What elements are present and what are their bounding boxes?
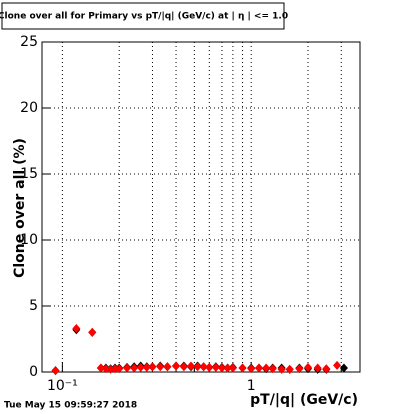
data-point — [247, 364, 256, 374]
data-point — [333, 360, 342, 370]
data-point — [254, 363, 263, 373]
y-tick-label: 20 — [20, 100, 38, 116]
data-point — [223, 363, 232, 373]
data-point — [130, 363, 139, 373]
data-point — [295, 364, 304, 374]
x-axis-label: pT/|q| (GeV/c) — [250, 392, 358, 408]
data-point — [115, 364, 124, 374]
title-box — [1, 2, 285, 30]
y-axis-label: Clone over all (%) — [12, 138, 28, 278]
data-point — [262, 363, 271, 373]
data-point — [172, 361, 181, 371]
data-point — [101, 364, 110, 374]
data-point — [142, 362, 151, 372]
x-tick-label: 1 — [247, 378, 256, 394]
y-tick-label: 5 — [29, 298, 38, 314]
data-point — [211, 362, 220, 372]
y-tick-label: 0 — [29, 364, 38, 380]
data-point — [111, 364, 120, 374]
y-tick-label: 25 — [20, 34, 38, 50]
data-point — [199, 362, 208, 372]
chart-title: Clone over all for Primary vs pT/|q| (Ge… — [0, 12, 288, 22]
data-point — [88, 327, 97, 337]
plot-frame — [41, 41, 361, 373]
data-point — [96, 363, 105, 373]
data-point — [163, 362, 172, 372]
data-point — [186, 361, 195, 371]
data-point — [339, 363, 348, 373]
data-point — [304, 362, 313, 372]
y-tick-label: 10 — [20, 232, 38, 248]
data-point — [123, 363, 132, 373]
data-point — [238, 363, 247, 373]
data-point — [51, 366, 60, 376]
x-tick-label: 10⁻¹ — [47, 378, 78, 394]
data-point — [193, 362, 202, 372]
data-point — [205, 362, 214, 372]
data-point — [268, 364, 277, 374]
data-point — [72, 323, 81, 333]
data-point — [179, 362, 188, 372]
data-point — [228, 363, 237, 373]
y-tick-label: 15 — [20, 166, 38, 182]
data-point — [277, 364, 286, 374]
data-point — [136, 362, 145, 372]
data-point — [285, 364, 294, 374]
data-point — [313, 363, 322, 373]
data-point — [148, 362, 157, 372]
timestamp: Tue May 15 09:59:27 2018 — [4, 401, 137, 411]
data-point — [217, 363, 226, 373]
data-point — [322, 364, 331, 374]
data-point — [156, 362, 165, 372]
